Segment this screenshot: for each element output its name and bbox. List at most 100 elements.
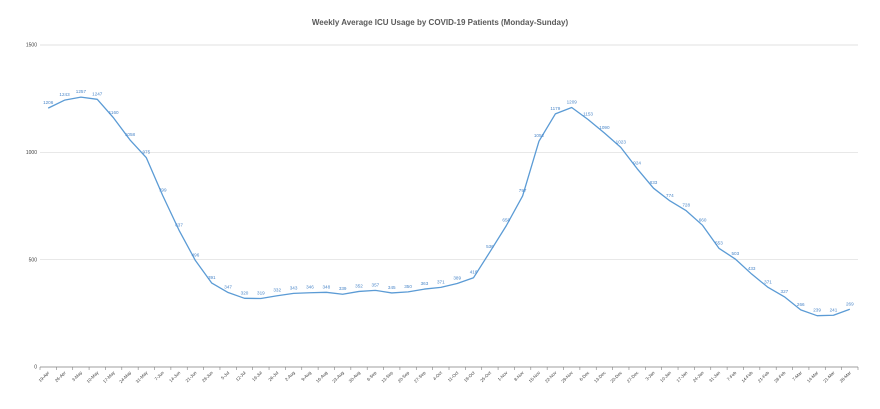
data-label: 363 (421, 281, 429, 286)
data-label: 728 (682, 203, 690, 208)
x-tick-label: 13-Dec (593, 370, 607, 384)
data-series (47, 96, 851, 317)
data-label: 924 (633, 161, 641, 166)
x-tick-label: 28-Jun (201, 370, 214, 383)
x-tick-label: 7-Mar (791, 370, 803, 382)
data-label: 1179 (550, 106, 560, 111)
data-label: 416 (470, 270, 478, 275)
x-tick-label: 24-Jan (692, 370, 705, 383)
data-label: 269 (846, 301, 854, 306)
x-tick-label: 1-Nov (497, 370, 509, 382)
data-label: 1243 (59, 92, 70, 97)
data-label: 833 (650, 180, 658, 185)
x-tick-label: 26-Apr (54, 370, 67, 383)
data-label: 346 (306, 285, 314, 290)
data-label: 239 (813, 308, 821, 313)
x-tick-label: 21-Feb (757, 370, 771, 384)
x-tick-label: 15-Nov (528, 370, 542, 384)
x-tick-label: 6-Dec (578, 370, 590, 382)
data-label: 774 (666, 193, 674, 198)
x-tick-label: 3-May (71, 370, 84, 383)
data-label: 797 (519, 188, 527, 193)
data-label: 350 (404, 284, 412, 289)
x-tick-label: 19-Jul (251, 370, 263, 382)
x-tick-label: 26-Jul (267, 370, 279, 382)
data-label: 371 (764, 279, 772, 284)
data-label: 1247 (92, 91, 103, 96)
y-tick-label: 1000 (26, 150, 37, 156)
data-label: 241 (830, 307, 838, 312)
data-label: 357 (372, 282, 380, 287)
data-label: 319 (257, 291, 265, 296)
x-tick-label: 10-May (86, 370, 100, 384)
x-tick-label: 30-Aug (348, 370, 362, 384)
x-tick-label: 13-Sep (380, 370, 394, 384)
x-tick-label: 14-Mar (806, 370, 820, 384)
data-label: 536 (486, 244, 494, 249)
data-label: 1206 (43, 100, 54, 105)
x-tick-label: 31-Jan (708, 370, 721, 383)
data-label: 320 (241, 290, 249, 295)
data-label: 371 (437, 279, 445, 284)
chart-title: Weekly Average ICU Usage by COVID-19 Pat… (311, 18, 569, 27)
gridlines (40, 44, 858, 261)
x-tick-label: 10-Jan (659, 370, 672, 383)
y-tick-label: 500 (29, 257, 38, 263)
x-tick-label: 16-Aug (315, 370, 329, 384)
x-tick-label: 28-Feb (773, 370, 787, 384)
data-label: 1023 (616, 139, 627, 144)
x-tick-label: 6-Sep (366, 370, 378, 382)
x-tick-labels: 19-Apr 26-Apr 3-May 10-May 17-May 24-May 31-Ma… (38, 370, 853, 384)
data-label: 345 (388, 285, 396, 290)
data-label: 343 (290, 285, 298, 290)
x-tick-label: 27-Dec (626, 370, 640, 384)
x-tick-label: 4-Oct (432, 370, 444, 382)
axes (39, 366, 859, 370)
data-label: 660 (699, 217, 707, 222)
data-label: 975 (143, 150, 151, 155)
x-tick-label: 28-Mar (839, 370, 853, 384)
data-label: 1058 (125, 132, 136, 137)
data-label: 1209 (567, 99, 578, 104)
data-label: 496 (192, 253, 200, 258)
x-tick-label: 12-Jul (235, 370, 247, 382)
x-tick-label: 25-Oct (479, 370, 492, 383)
data-label: 433 (748, 266, 756, 271)
data-label: 553 (715, 240, 723, 245)
x-tick-label: 21-Jun (185, 370, 198, 383)
x-tick-label: 31-May (135, 370, 149, 384)
x-tick-label: 21-Mar (822, 370, 836, 384)
x-tick-label: 7-Feb (726, 370, 738, 382)
x-tick-label: 9-Aug (300, 370, 312, 382)
data-label: 1090 (599, 125, 610, 130)
x-tick-label: 8-Nov (513, 370, 525, 382)
x-tick-label: 23-Aug (331, 370, 345, 384)
data-label: 352 (355, 283, 363, 288)
data-label: 658 (502, 218, 510, 223)
data-label: 347 (224, 285, 232, 290)
x-tick-label: 11-Oct (447, 370, 460, 383)
data-label: 389 (453, 275, 461, 280)
x-tick-label: 20-Sep (397, 370, 411, 384)
data-label: 391 (208, 275, 216, 280)
x-tick-label: 5-Jul (220, 370, 230, 380)
x-tick-label: 14-Feb (740, 370, 754, 384)
x-tick-label: 22-Nov (544, 370, 558, 384)
data-label: 799 (159, 187, 167, 192)
x-tick-label: 18-Oct (463, 370, 476, 383)
x-tick-label: 17-May (102, 370, 116, 384)
y-tick-label: 1500 (26, 43, 37, 49)
y-tick-label: 0 (34, 365, 37, 371)
x-tick-label: 20-Dec (609, 370, 623, 384)
x-tick-label: 27-Sep (413, 370, 427, 384)
data-label: 1153 (583, 111, 593, 116)
x-tick-label: 19-Apr (38, 370, 51, 383)
data-label: 503 (731, 251, 739, 256)
data-labels: 1206 1243 1257 1247 1160 1058 975 799 637 496 391 3… (43, 89, 854, 313)
data-label: 1257 (76, 89, 87, 94)
data-label: 332 (273, 288, 281, 293)
data-label: 1160 (109, 110, 119, 115)
x-tick-label: 24-May (118, 370, 132, 384)
data-label: 637 (175, 222, 183, 227)
